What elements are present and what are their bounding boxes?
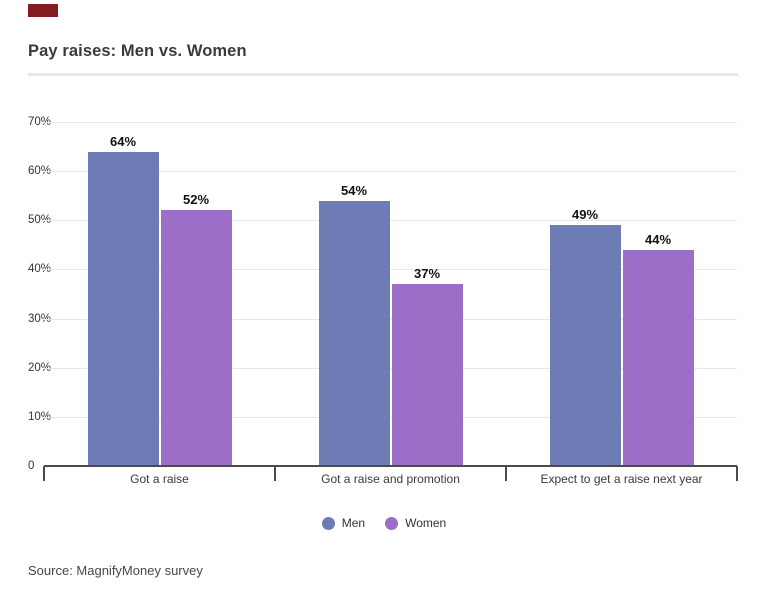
source-text: Source: MagnifyMoney survey: [28, 563, 203, 578]
legend-item-men[interactable]: Men: [321, 516, 366, 530]
brand-mark: [28, 4, 58, 17]
bar-group: 64% 52%: [44, 122, 275, 466]
x-axis-labels: Got a raise Got a raise and promotion Expe…: [44, 470, 737, 488]
legend-item-women[interactable]: Women: [385, 516, 446, 530]
x-axis-tick: [505, 466, 507, 481]
x-axis-line: [44, 465, 737, 467]
legend-label: Women: [405, 516, 447, 530]
bar-women-3: 44%: [622, 232, 694, 466]
legend: Men Women: [0, 516, 768, 530]
value-label: 37%: [413, 266, 441, 282]
value-label: 52%: [182, 192, 210, 208]
value-label: 44%: [644, 231, 672, 247]
gridline: [44, 269, 737, 271]
y-axis-tick-label: 10%: [28, 410, 52, 423]
x-axis-tick: [274, 466, 276, 481]
y-axis-tick-label: 50%: [28, 214, 52, 227]
bar-women-1: 52%: [160, 192, 232, 466]
y-axis: 70% 60% 50% 40% 30% 20% 10% 0: [28, 116, 62, 472]
value-label: 64%: [109, 133, 137, 149]
bar-groups: 64% 52% 54% 37% 49% 44%: [44, 122, 737, 466]
x-axis-tick: [736, 466, 738, 481]
y-axis-tick-label: 60%: [28, 165, 52, 178]
legend-swatch-icon: [385, 516, 399, 530]
gridline: [44, 318, 737, 320]
bar-men-1: 64%: [87, 134, 159, 466]
gridline: [44, 416, 737, 418]
gridline: [44, 367, 737, 369]
plot-area: 64% 52% 54% 37% 49% 44%: [43, 122, 738, 481]
bar-men-2: 54%: [318, 183, 390, 466]
category-label: Expect to get a raise next year: [540, 472, 703, 486]
x-axis-tick: [43, 466, 45, 481]
y-axis-tick-label: 0: [28, 460, 35, 472]
chart-title: Pay raises: Men vs. Women: [28, 42, 247, 60]
value-label: 54%: [340, 182, 368, 198]
bar-group: 54% 37%: [275, 122, 506, 466]
bar-group: 49% 44%: [506, 122, 737, 466]
category-label: Got a raise: [130, 472, 189, 486]
bar-women-2: 37%: [391, 266, 463, 466]
legend-swatch-icon: [321, 516, 335, 530]
y-axis-tick-label: 20%: [28, 361, 52, 374]
legend-label: Men: [341, 516, 366, 530]
gridline: [44, 220, 737, 222]
y-axis-tick-label: 70%: [28, 116, 52, 128]
gridline: [44, 122, 737, 123]
value-label: 49%: [571, 207, 599, 223]
y-axis-tick-label: 30%: [28, 312, 52, 325]
title-divider: [28, 73, 738, 76]
category-label: Got a raise and promotion: [321, 472, 460, 486]
bar-men-3: 49%: [549, 207, 621, 466]
gridline: [44, 171, 737, 173]
y-axis-tick-label: 40%: [28, 263, 52, 276]
